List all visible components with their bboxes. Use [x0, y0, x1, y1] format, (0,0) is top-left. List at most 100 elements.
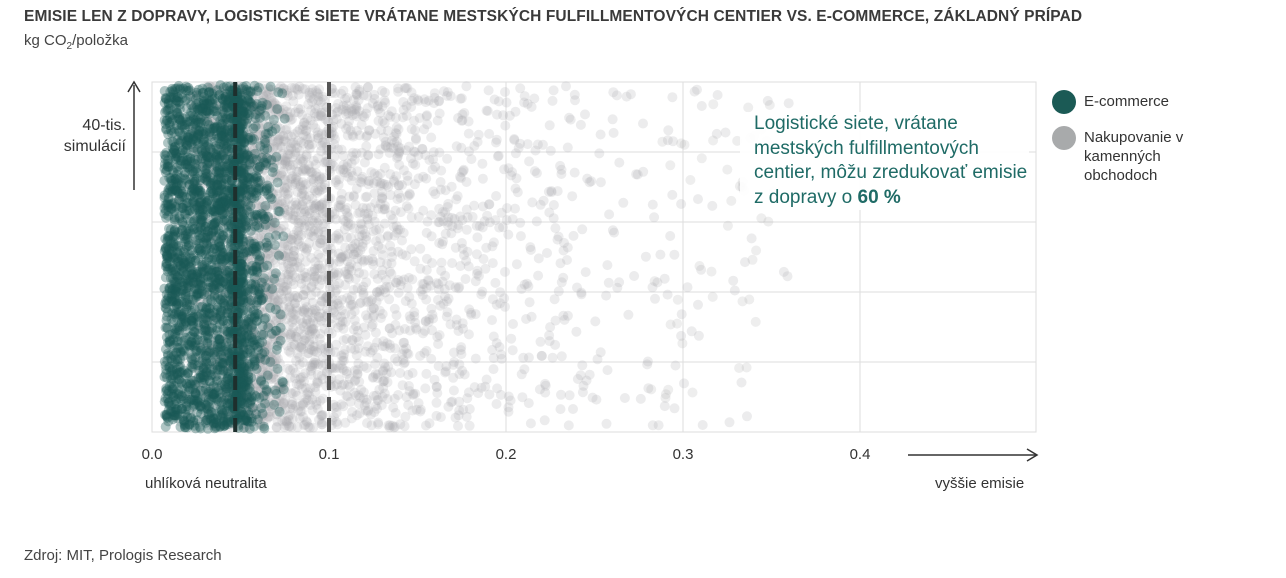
- store-point: [340, 216, 351, 227]
- store-point: [272, 103, 283, 114]
- store-point: [199, 164, 210, 175]
- store-point: [318, 218, 329, 229]
- store-point: [394, 147, 405, 158]
- store-point: [270, 103, 281, 114]
- store-point: [682, 282, 693, 293]
- store-point: [366, 304, 377, 315]
- store-point: [427, 164, 438, 175]
- store-point: [300, 247, 311, 258]
- store-point: [213, 342, 224, 353]
- store-point: [539, 415, 550, 426]
- store-point: [484, 389, 495, 400]
- store-point: [280, 197, 291, 208]
- store-point: [306, 266, 317, 277]
- store-point: [350, 104, 361, 115]
- store-point: [510, 203, 520, 214]
- store-point: [221, 374, 232, 385]
- store-point: [523, 281, 534, 292]
- store-point: [312, 369, 323, 380]
- store-point: [487, 294, 498, 305]
- store-point: [614, 157, 625, 168]
- store-point: [455, 93, 466, 104]
- store-point: [284, 292, 295, 302]
- store-point: [246, 295, 257, 306]
- store-point: [264, 358, 275, 368]
- store-point: [188, 240, 199, 251]
- store-point: [307, 360, 318, 371]
- store-point: [247, 245, 258, 256]
- store-point: [562, 310, 573, 321]
- store-point: [197, 266, 208, 277]
- store-point: [345, 219, 356, 230]
- store-point: [216, 248, 227, 259]
- store-point: [288, 137, 299, 148]
- store-point: [213, 104, 224, 115]
- store-point: [614, 277, 625, 288]
- store-point: [294, 342, 305, 353]
- store-point: [248, 90, 259, 101]
- store-point: [381, 368, 392, 379]
- store-point: [375, 313, 386, 323]
- store-point: [457, 243, 468, 254]
- store-point: [338, 150, 349, 161]
- store-point: [193, 308, 204, 319]
- store-point: [279, 159, 290, 170]
- store-point: [535, 199, 546, 210]
- store-point: [445, 91, 456, 102]
- store-point: [400, 411, 411, 422]
- store-point: [237, 292, 248, 303]
- store-point: [625, 89, 636, 100]
- store-point: [316, 111, 326, 122]
- store-point: [436, 257, 447, 268]
- store-point: [398, 358, 409, 369]
- store-point: [395, 192, 406, 203]
- store-point: [523, 352, 534, 363]
- store-point: [351, 102, 362, 113]
- store-point: [215, 222, 226, 233]
- store-point: [516, 284, 527, 294]
- store-point: [374, 384, 385, 395]
- store-point: [267, 355, 278, 365]
- store-point: [517, 392, 528, 403]
- store-point: [254, 234, 264, 245]
- store-point: [335, 202, 346, 213]
- plot-frame: [151, 81, 1037, 433]
- store-point: [215, 377, 226, 388]
- store-point: [432, 115, 443, 126]
- store-point: [203, 404, 214, 415]
- store-point: [379, 87, 390, 98]
- store-point: [246, 199, 257, 210]
- store-point: [300, 220, 311, 231]
- store-point: [206, 100, 217, 111]
- store-point: [672, 318, 683, 329]
- store-point: [289, 339, 300, 350]
- store-point: [259, 173, 270, 184]
- store-point: [311, 199, 322, 209]
- store-point: [378, 336, 389, 347]
- store-point: [741, 362, 752, 373]
- store-point: [247, 86, 258, 96]
- store-point: [667, 189, 678, 200]
- store-point: [591, 394, 602, 405]
- store-point: [421, 110, 432, 121]
- store-point: [419, 124, 430, 135]
- store-point: [259, 147, 270, 158]
- store-point: [697, 420, 708, 430]
- store-point: [429, 374, 440, 385]
- store-point: [503, 406, 514, 417]
- store-point: [297, 371, 308, 382]
- store-point: [459, 369, 470, 380]
- store-point: [390, 128, 401, 138]
- store-point: [272, 189, 283, 200]
- store-point: [540, 380, 551, 391]
- store-point: [223, 173, 234, 184]
- store-point: [352, 166, 363, 177]
- store-point: [347, 335, 358, 345]
- store-point: [601, 418, 612, 429]
- store-point: [356, 219, 367, 230]
- store-point: [368, 372, 379, 382]
- store-point: [346, 309, 357, 320]
- store-point: [386, 258, 397, 269]
- store-point: [348, 324, 359, 335]
- store-point: [349, 315, 360, 326]
